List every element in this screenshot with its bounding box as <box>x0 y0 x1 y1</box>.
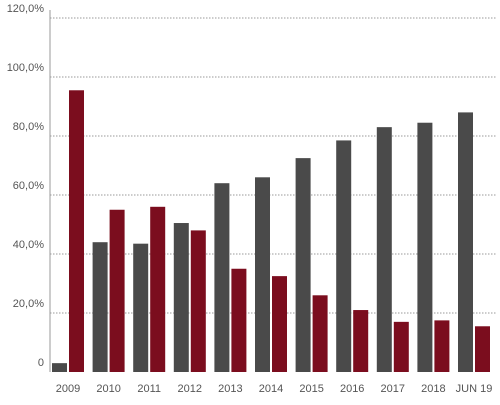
x-tick-label-3: 2012 <box>178 383 202 395</box>
bar-series2-2018 <box>434 320 450 372</box>
bar-series1-jun-19 <box>458 112 473 373</box>
bar-series2-2012 <box>190 230 206 372</box>
bar-series2-2015 <box>312 295 328 372</box>
y-tick-label-1: 20,0% <box>13 298 44 310</box>
bar-series2-2013 <box>231 268 247 372</box>
y-tick-label-0: 0 <box>38 357 44 369</box>
bar-series1-2017 <box>376 127 392 373</box>
bar-series1-2018 <box>417 122 433 372</box>
x-tick-label-4: 2013 <box>218 383 242 395</box>
bar-series2-2010 <box>109 209 125 372</box>
x-tick-label-2: 2011 <box>137 383 161 395</box>
x-tick-label-5: 2014 <box>259 383 283 395</box>
y-tick-label-5: 100,0% <box>7 62 45 74</box>
bar-series1-2010 <box>92 242 108 372</box>
bar-series1-2011 <box>133 243 149 372</box>
x-tick-label-7: 2016 <box>340 383 364 395</box>
bar-series1-2012 <box>173 223 189 372</box>
y-tick-label-2: 40,0% <box>13 239 44 251</box>
y-tick-label-4: 80,0% <box>13 121 44 133</box>
bar-series1-2013 <box>214 183 230 372</box>
x-tick-label-10: JUN 19 <box>456 383 493 395</box>
bar-series1-2014 <box>255 177 270 372</box>
bar-series1-2015 <box>295 158 311 372</box>
x-tick-label-0: 2009 <box>56 383 80 395</box>
bar-series2-2017 <box>393 321 409 372</box>
bar-series1-2016 <box>336 140 352 372</box>
bar-series2-2014 <box>272 276 287 372</box>
bar-series2-2009 <box>69 90 84 373</box>
x-tick-label-6: 2015 <box>299 383 323 395</box>
x-tick-label-9: 2018 <box>421 383 445 395</box>
bar-series2-jun-19 <box>475 326 490 372</box>
bar-series2-2016 <box>353 310 369 372</box>
x-tick-label-1: 2010 <box>96 383 120 395</box>
x-tick-label-8: 2017 <box>381 383 405 395</box>
bar-series2-2011 <box>150 206 166 372</box>
y-tick-label-3: 60,0% <box>13 180 44 192</box>
bar-series1-2009 <box>52 363 67 372</box>
y-tick-label-6: 120,0% <box>7 3 45 15</box>
